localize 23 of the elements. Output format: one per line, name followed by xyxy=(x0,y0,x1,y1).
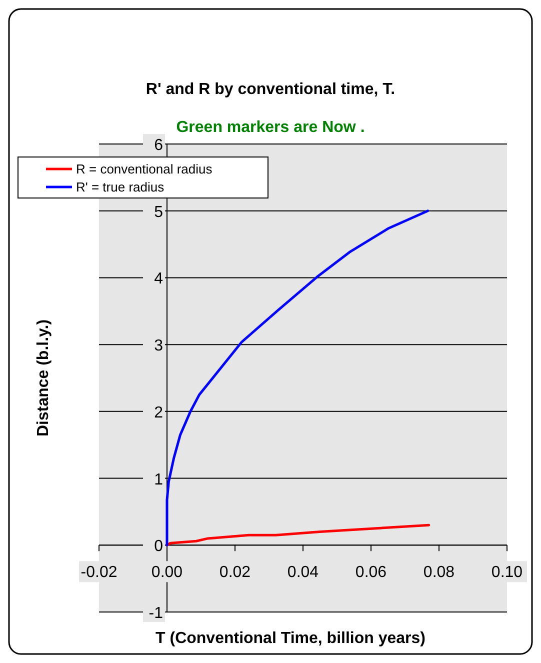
x-axis-title: T (Conventional Time, billion years) xyxy=(156,630,426,647)
legend-label: R' = true radius xyxy=(76,180,165,194)
x-tick-label: 0.04 xyxy=(287,564,319,582)
chart-title: R' and R by conventional time, T. xyxy=(146,81,396,98)
x-tick-label: 0.10 xyxy=(491,564,523,582)
y-tick-label: 1 xyxy=(154,471,164,488)
chart-subtitle: Green markers are Now . xyxy=(176,119,365,136)
y-tick-label: -1 xyxy=(148,605,164,622)
y-tick-label: 4 xyxy=(154,270,164,288)
y-axis-title: Distance (b.l.y.) xyxy=(35,319,52,437)
x-tick-label: 0.02 xyxy=(219,564,251,582)
x-tick-label: 0.06 xyxy=(355,564,387,582)
y-tick-label: 5 xyxy=(154,204,164,221)
y-tick-label: 3 xyxy=(154,338,164,355)
line-series xyxy=(166,210,430,546)
x-tick-label: 0.08 xyxy=(423,564,455,582)
y-tick-label: 2 xyxy=(154,404,164,422)
y-tick-label: 0 xyxy=(154,538,164,556)
x-tick-label: 0.00 xyxy=(151,564,183,582)
line-series xyxy=(166,524,430,546)
x-tick-label: -0.02 xyxy=(80,564,118,582)
y-tick-label: 6 xyxy=(154,137,164,154)
legend-label: R = conventional radius xyxy=(76,162,213,176)
